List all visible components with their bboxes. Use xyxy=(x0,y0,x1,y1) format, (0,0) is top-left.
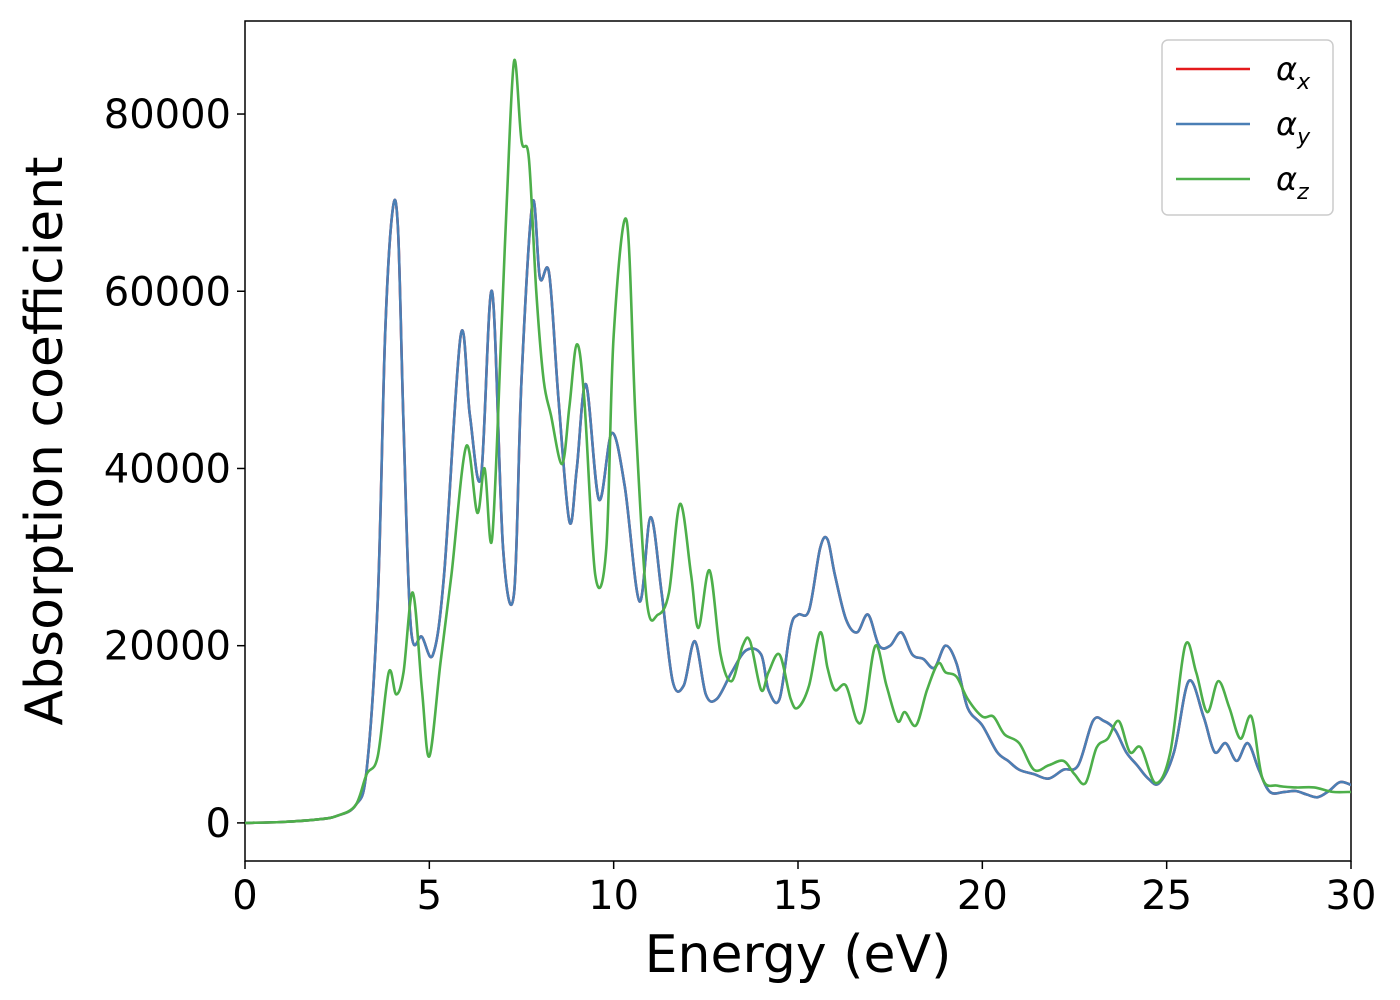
legend-label-y: αy xyxy=(1276,105,1311,150)
x-tick-label: 15 xyxy=(773,873,824,919)
x-axis-label: Energy (eV) xyxy=(645,925,952,985)
y-tick-label: 60000 xyxy=(104,269,231,315)
y-axis-label: Absorption coefficient xyxy=(15,156,75,725)
x-tick-label: 25 xyxy=(1141,873,1192,919)
legend-label-z: αz xyxy=(1276,160,1309,205)
legend: αx αy αz xyxy=(1161,39,1334,216)
y-tick-label: 40000 xyxy=(104,446,231,492)
x-tick-label: 10 xyxy=(588,873,639,919)
series-line-x xyxy=(245,198,1351,825)
x-tick-label: 30 xyxy=(1326,873,1377,919)
x-axis: 0 5 10 15 20 25 30 xyxy=(232,861,1376,919)
y-axis: 0 20000 40000 60000 80000 xyxy=(104,92,245,847)
series-line-z xyxy=(245,58,1351,825)
legend-box xyxy=(1161,39,1334,216)
y-tick-label: 80000 xyxy=(104,92,231,138)
x-tick-label: 5 xyxy=(417,873,442,919)
x-tick-label: 20 xyxy=(957,873,1008,919)
y-tick-label: 0 xyxy=(206,801,231,847)
series-layer xyxy=(245,58,1351,825)
y-tick-label: 20000 xyxy=(104,624,231,670)
legend-label-x: αx xyxy=(1276,50,1311,95)
x-tick-label: 0 xyxy=(232,873,257,919)
series-line-y xyxy=(245,198,1351,825)
